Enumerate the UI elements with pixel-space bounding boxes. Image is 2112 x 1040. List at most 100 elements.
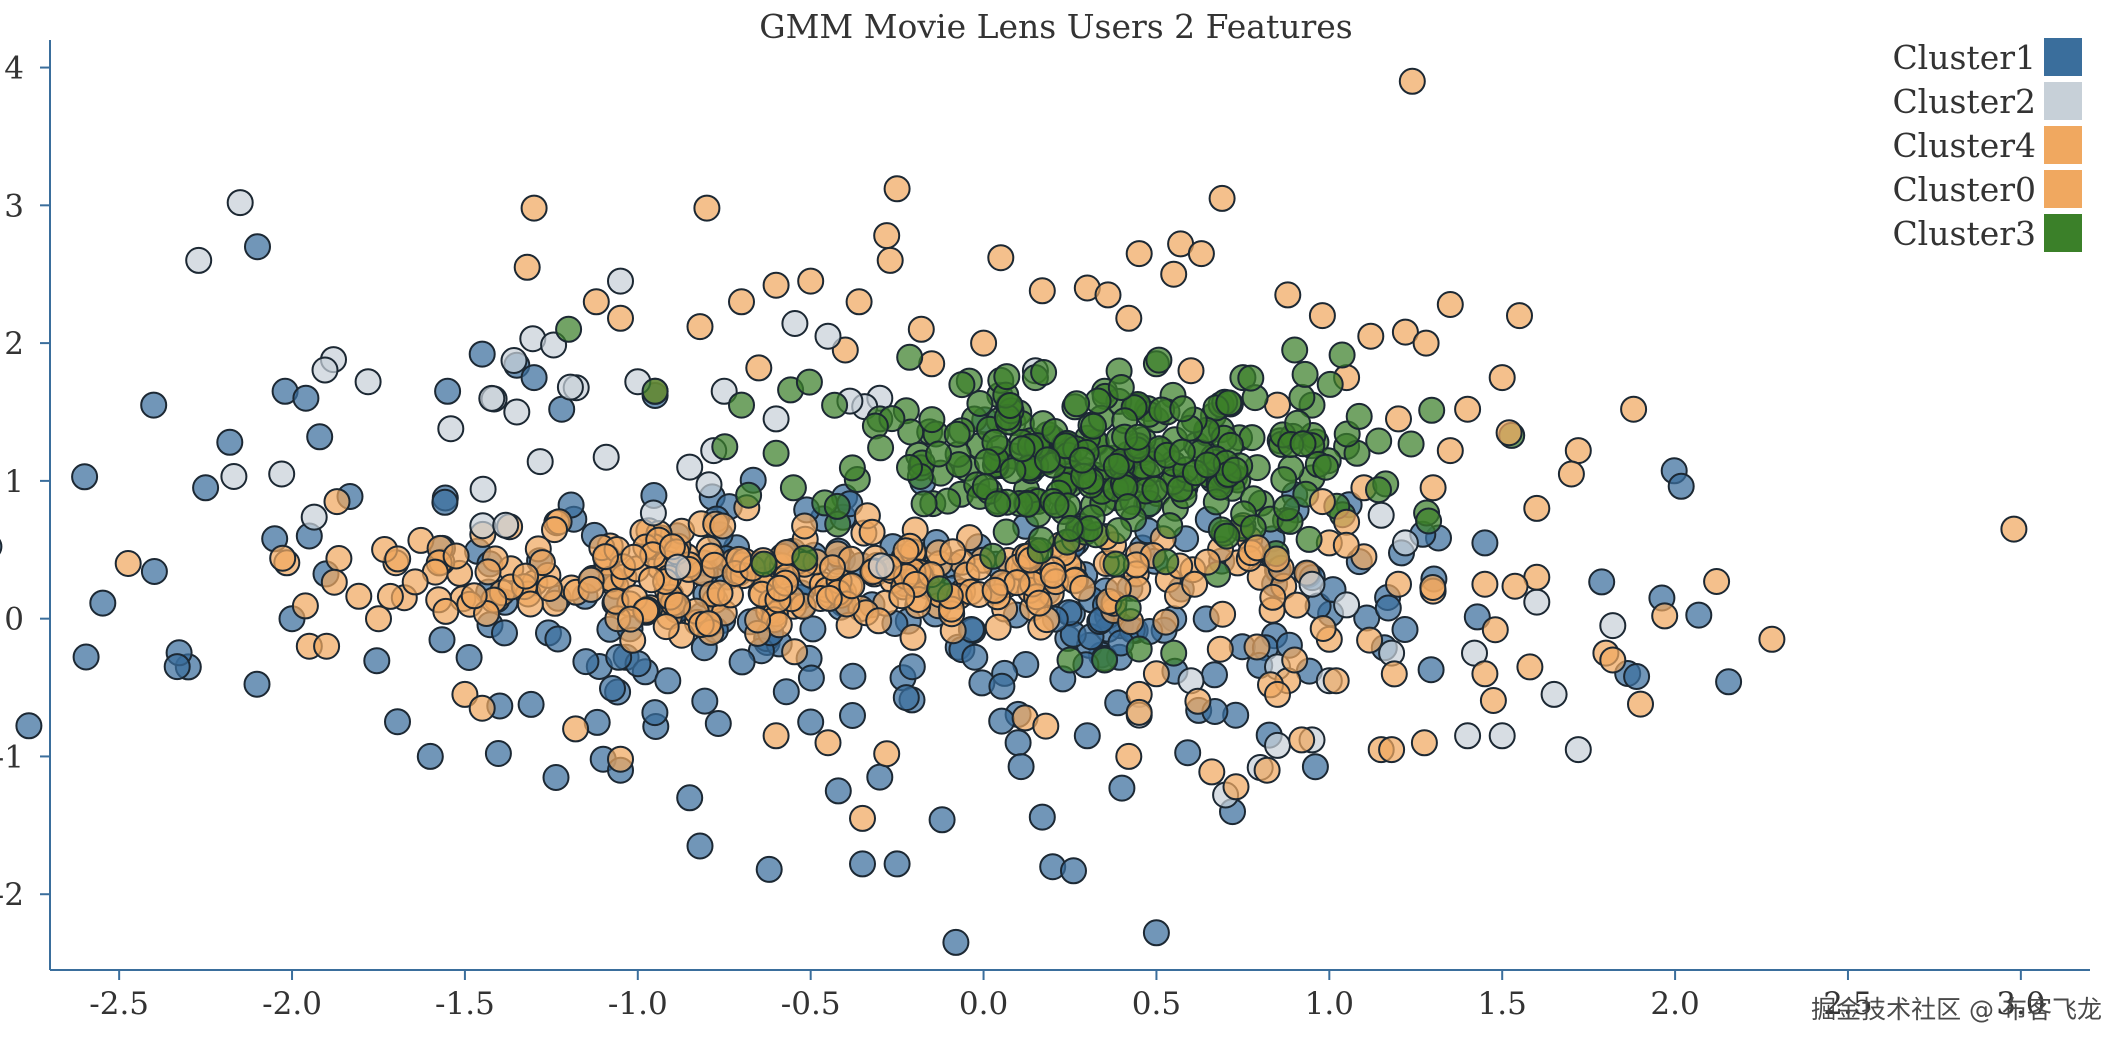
data-point — [1264, 680, 1291, 708]
data-point — [1025, 589, 1053, 617]
data-point — [1715, 668, 1743, 696]
data-point — [1039, 561, 1067, 589]
data-point — [797, 267, 825, 295]
data-point — [1206, 635, 1234, 663]
x-tick-label: 1.0 — [1305, 986, 1354, 1022]
data-point — [1142, 660, 1170, 688]
data-point — [1080, 412, 1107, 440]
data-point — [849, 804, 876, 832]
data-point — [306, 423, 334, 451]
data-point — [1105, 517, 1133, 545]
data-point — [654, 667, 682, 695]
data-point — [1008, 435, 1036, 463]
data-point — [686, 313, 714, 341]
data-point — [873, 740, 901, 768]
data-point — [520, 194, 548, 222]
data-point — [1488, 364, 1516, 392]
data-point — [1471, 660, 1499, 688]
data-point — [1114, 493, 1142, 521]
data-point — [1333, 591, 1361, 619]
data-point — [620, 543, 648, 571]
data-point — [1564, 437, 1592, 465]
data-point — [1184, 687, 1212, 715]
data-point — [1365, 476, 1392, 504]
data-point — [1281, 646, 1309, 674]
data-point — [981, 576, 1009, 604]
data-point — [943, 420, 971, 448]
data-point — [607, 745, 634, 773]
data-point — [762, 439, 790, 467]
data-point — [815, 584, 843, 612]
data-point — [686, 832, 714, 860]
y-tick-label: -1 — [0, 739, 24, 775]
data-point — [562, 715, 590, 743]
data-point — [639, 499, 667, 527]
data-point — [725, 545, 753, 573]
data-point — [676, 784, 704, 812]
data-point — [779, 474, 807, 502]
data-point — [185, 246, 213, 274]
data-point — [1588, 568, 1616, 596]
x-tick-label: 0.5 — [1132, 986, 1181, 1022]
data-point — [1156, 512, 1184, 540]
y-tick-label: 4 — [4, 51, 24, 87]
data-point — [1309, 615, 1337, 642]
x-tick-label: 2.5 — [1823, 986, 1872, 1022]
data-point — [1264, 731, 1291, 759]
data-point — [1415, 507, 1443, 535]
data-point — [1125, 240, 1153, 268]
data-point — [755, 855, 783, 883]
data-point — [1332, 531, 1360, 559]
data-point — [1264, 391, 1291, 419]
data-point — [72, 643, 100, 671]
data-point — [1391, 529, 1419, 557]
data-point — [1263, 545, 1291, 573]
data-point — [799, 615, 827, 643]
data-point — [1564, 736, 1592, 764]
data-point — [996, 392, 1024, 419]
data-point — [1169, 395, 1197, 423]
data-point — [1114, 594, 1142, 622]
data-point — [652, 613, 680, 641]
data-point — [1417, 656, 1445, 684]
data-point — [1221, 456, 1249, 484]
data-point — [1398, 67, 1426, 95]
data-point — [491, 619, 518, 647]
data-point — [1174, 739, 1202, 767]
data-point — [140, 391, 168, 419]
data-point — [1141, 475, 1169, 503]
data-point — [1685, 601, 1713, 629]
data-point — [432, 597, 460, 625]
data-point — [1380, 660, 1408, 688]
data-point — [1152, 548, 1180, 576]
data-point — [984, 490, 1012, 518]
x-tick-label: 3.0 — [1996, 986, 2045, 1022]
data-point — [15, 712, 43, 740]
x-tick-label: 0.0 — [959, 986, 1008, 1022]
data-point — [939, 538, 967, 566]
data-point — [984, 613, 1012, 641]
data-point — [71, 463, 99, 491]
data-point — [1471, 570, 1499, 598]
data-point — [1391, 318, 1419, 346]
data-point — [762, 405, 790, 433]
data-point — [460, 582, 488, 610]
data-point — [1094, 281, 1122, 309]
data-point — [762, 722, 790, 750]
data-point — [599, 675, 626, 702]
data-point — [1333, 508, 1361, 536]
data-point — [987, 244, 1015, 272]
data-point — [1356, 626, 1384, 654]
data-point — [849, 850, 876, 878]
data-point — [1222, 773, 1250, 801]
data-point — [876, 246, 904, 274]
data-point — [582, 288, 610, 316]
data-point — [839, 702, 866, 729]
data-point — [163, 653, 191, 681]
data-point — [354, 368, 382, 396]
data-point — [1374, 594, 1402, 622]
y-tick-label: -2 — [0, 877, 24, 913]
data-point — [1056, 646, 1084, 674]
data-point — [243, 670, 271, 698]
data-point — [192, 474, 220, 502]
